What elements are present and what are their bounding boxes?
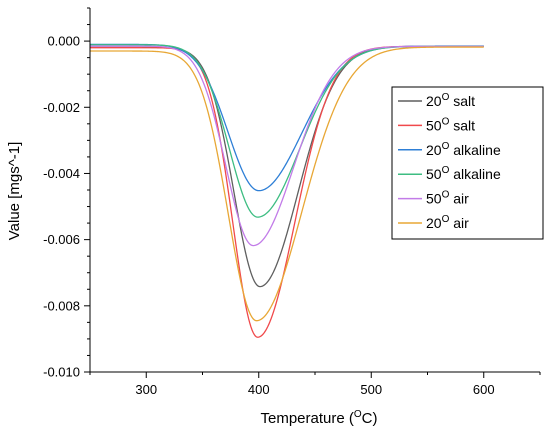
legend-entry-3: 50O alkaline: [426, 165, 501, 182]
y-tick-label: -0.010: [43, 365, 80, 380]
x-tick-label: 300: [135, 382, 157, 397]
legend: 20O salt 50O salt 20O alkaline 50O alkaline…: [391, 86, 544, 240]
y-axis: -0.010 -0.008 -0.006 -0.004 -0.002 0.000: [43, 7, 91, 380]
series-line-4: [90, 45, 484, 247]
legend-entry-5: 20O air: [426, 214, 469, 231]
y-axis-title: Value [mgs^-1]: [6, 142, 23, 240]
x-tick-label: 600: [473, 382, 495, 397]
y-tick-label: -0.006: [43, 232, 80, 247]
y-tick-label: 0.000: [47, 34, 80, 49]
legend-entry-1: 50O salt: [426, 116, 475, 133]
series-line-5: [90, 46, 484, 322]
legend-entry-2: 20O alkaline: [426, 141, 501, 158]
x-tick-label: 500: [360, 382, 382, 397]
y-tick-label: -0.004: [43, 166, 80, 181]
x-axis-title: Temperature (OC): [261, 409, 378, 427]
x-tick-label: 400: [248, 382, 270, 397]
legend-entry-4: 50O air: [426, 190, 469, 207]
x-axis: 300 400 500 600: [89, 371, 541, 397]
legend-entry-0: 20O salt: [426, 92, 475, 109]
legend-box: [391, 86, 544, 240]
plot-area: [90, 43, 484, 338]
y-tick-label: -0.002: [43, 100, 80, 115]
y-tick-label: -0.008: [43, 298, 80, 313]
